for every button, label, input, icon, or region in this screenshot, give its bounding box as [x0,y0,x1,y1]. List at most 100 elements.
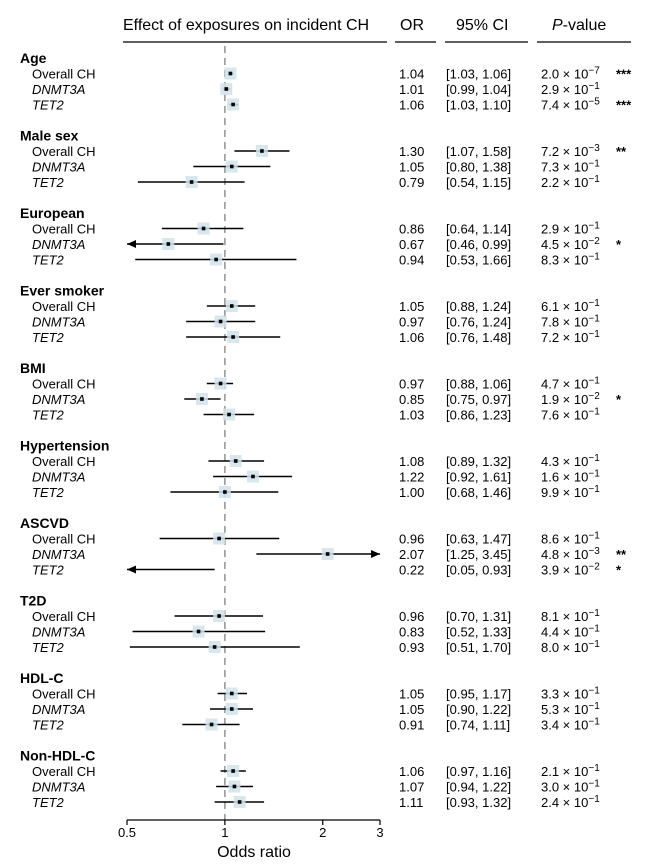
row-label: DNMT3A [32,780,85,795]
p-value: 7.3 × 10−1 [541,159,600,175]
x-axis-ticks: 0.5 1 2 3 [118,820,384,840]
ci-arrow-right [371,550,380,558]
point-estimate [229,691,234,696]
point-estimate [231,769,235,773]
ci-value: [0.95, 1.17] [446,687,511,702]
or-value: 1.07 [399,780,424,795]
point-estimate [218,319,223,324]
group-label: ASCVD [20,515,69,531]
point-estimate [217,614,221,618]
p-value: 7.2 × 10−1 [541,329,600,345]
point-estimate [231,102,235,107]
ci-value: [0.88, 1.24] [446,299,511,314]
or-value: 0.96 [399,609,424,624]
ci-value: [0.88, 1.06] [446,377,511,392]
ci-value: [0.89, 1.32] [446,454,511,469]
point-estimate [260,149,264,153]
p-value: 3.0 × 10−1 [541,779,600,795]
p-value: 7.6 × 10−1 [541,407,600,423]
point-estimate [232,784,237,789]
row-label: Overall CH [32,687,96,702]
row-label: DNMT3A [32,392,85,407]
point-estimate [229,707,234,711]
or-value: 1.00 [399,485,424,500]
p-value: 7.2 × 10−3 [541,143,600,159]
row-label: DNMT3A [32,82,85,97]
x-tick-label: 1 [221,825,228,840]
p-value: 8.1 × 10−1 [541,608,600,624]
p-value: 4.7 × 10−1 [541,376,600,392]
point-estimate [189,180,194,184]
point-estimate [251,474,255,479]
or-value: 0.93 [399,640,424,655]
row-label: TET2 [32,563,65,578]
row-label: TET2 [32,485,65,500]
or-value: 1.01 [399,82,424,97]
or-value: 0.83 [399,625,424,640]
row-label: Overall CH [32,377,96,392]
or-value: 1.30 [399,144,424,159]
ci-value: [0.75, 0.97] [446,392,511,407]
point-estimate [201,226,206,231]
ci-value: [0.52, 1.33] [446,625,511,640]
p-value: 4.4 × 10−1 [541,624,600,640]
row-label: Overall CH [32,67,96,82]
row-label: TET2 [32,98,65,113]
p-value: 4.3 × 10−1 [541,453,600,469]
ci-value: [0.94, 1.22] [446,780,511,795]
significance-stars: * [616,237,622,252]
p-value: 4.5 × 10−2 [541,236,600,252]
x-tick-label: 2 [319,825,326,840]
point-estimate [237,800,242,804]
ci-value: [0.80, 1.38] [446,160,511,175]
or-value: 0.85 [399,392,424,407]
row-label: TET2 [32,330,65,345]
ci-value: [0.74, 1.11] [446,718,510,733]
p-value: 2.9 × 10−1 [541,221,600,237]
or-value: 1.22 [399,470,424,485]
ci-value: [0.97, 1.16] [446,764,511,779]
ci-value: [0.70, 1.31] [446,609,511,624]
or-value: 2.07 [399,547,424,562]
group-label: Male sex [20,128,79,144]
point-estimate [196,629,201,634]
row-label: TET2 [32,253,65,268]
point-estimate [224,87,229,91]
group-label: Ever smoker [20,283,105,299]
or-value: 1.05 [399,702,424,717]
p-value: 2.2 × 10−1 [541,174,600,190]
ci-value: [0.90, 1.22] [446,702,511,717]
p-value: 4.8 × 10−3 [541,546,600,562]
ci-arrow-left [127,240,136,248]
header-effect: Effect of exposures on incident CH [123,17,369,34]
p-value: 3.3 × 10−1 [541,686,600,702]
significance-stars: ** [616,144,627,159]
ci-value: [0.53, 1.66] [446,253,511,268]
row-label: Overall CH [32,454,96,469]
p-value: 1.6 × 10−1 [541,469,600,485]
row-label: DNMT3A [32,237,85,252]
p-value: 6.1 × 10−1 [541,298,600,314]
or-value: 0.94 [399,253,424,268]
row-label: Overall CH [32,144,96,159]
significance-stars: *** [616,98,632,113]
group-label: BMI [20,360,46,376]
group-label: HDL-C [20,670,64,686]
point-estimate [212,645,217,649]
significance-stars: * [616,392,622,407]
x-tick-label: 0.5 [118,825,136,840]
p-value: 8.0 × 10−1 [541,639,600,655]
row-label: DNMT3A [32,702,85,717]
ci-value: [1.03, 1.06] [446,67,511,82]
ci-value: [0.68, 1.46] [446,485,511,500]
x-axis-label: Odds ratio [217,844,291,861]
significance-stars: ** [616,547,627,562]
row-label: TET2 [32,640,65,655]
group-label: Non-HDL-C [20,748,95,764]
group-label: European [20,205,85,221]
ci-value: [0.46, 0.99] [446,237,511,252]
ci-value: [0.54, 1.15] [446,175,511,190]
row-label: DNMT3A [32,315,85,330]
p-value: 2.1 × 10−1 [541,763,600,779]
